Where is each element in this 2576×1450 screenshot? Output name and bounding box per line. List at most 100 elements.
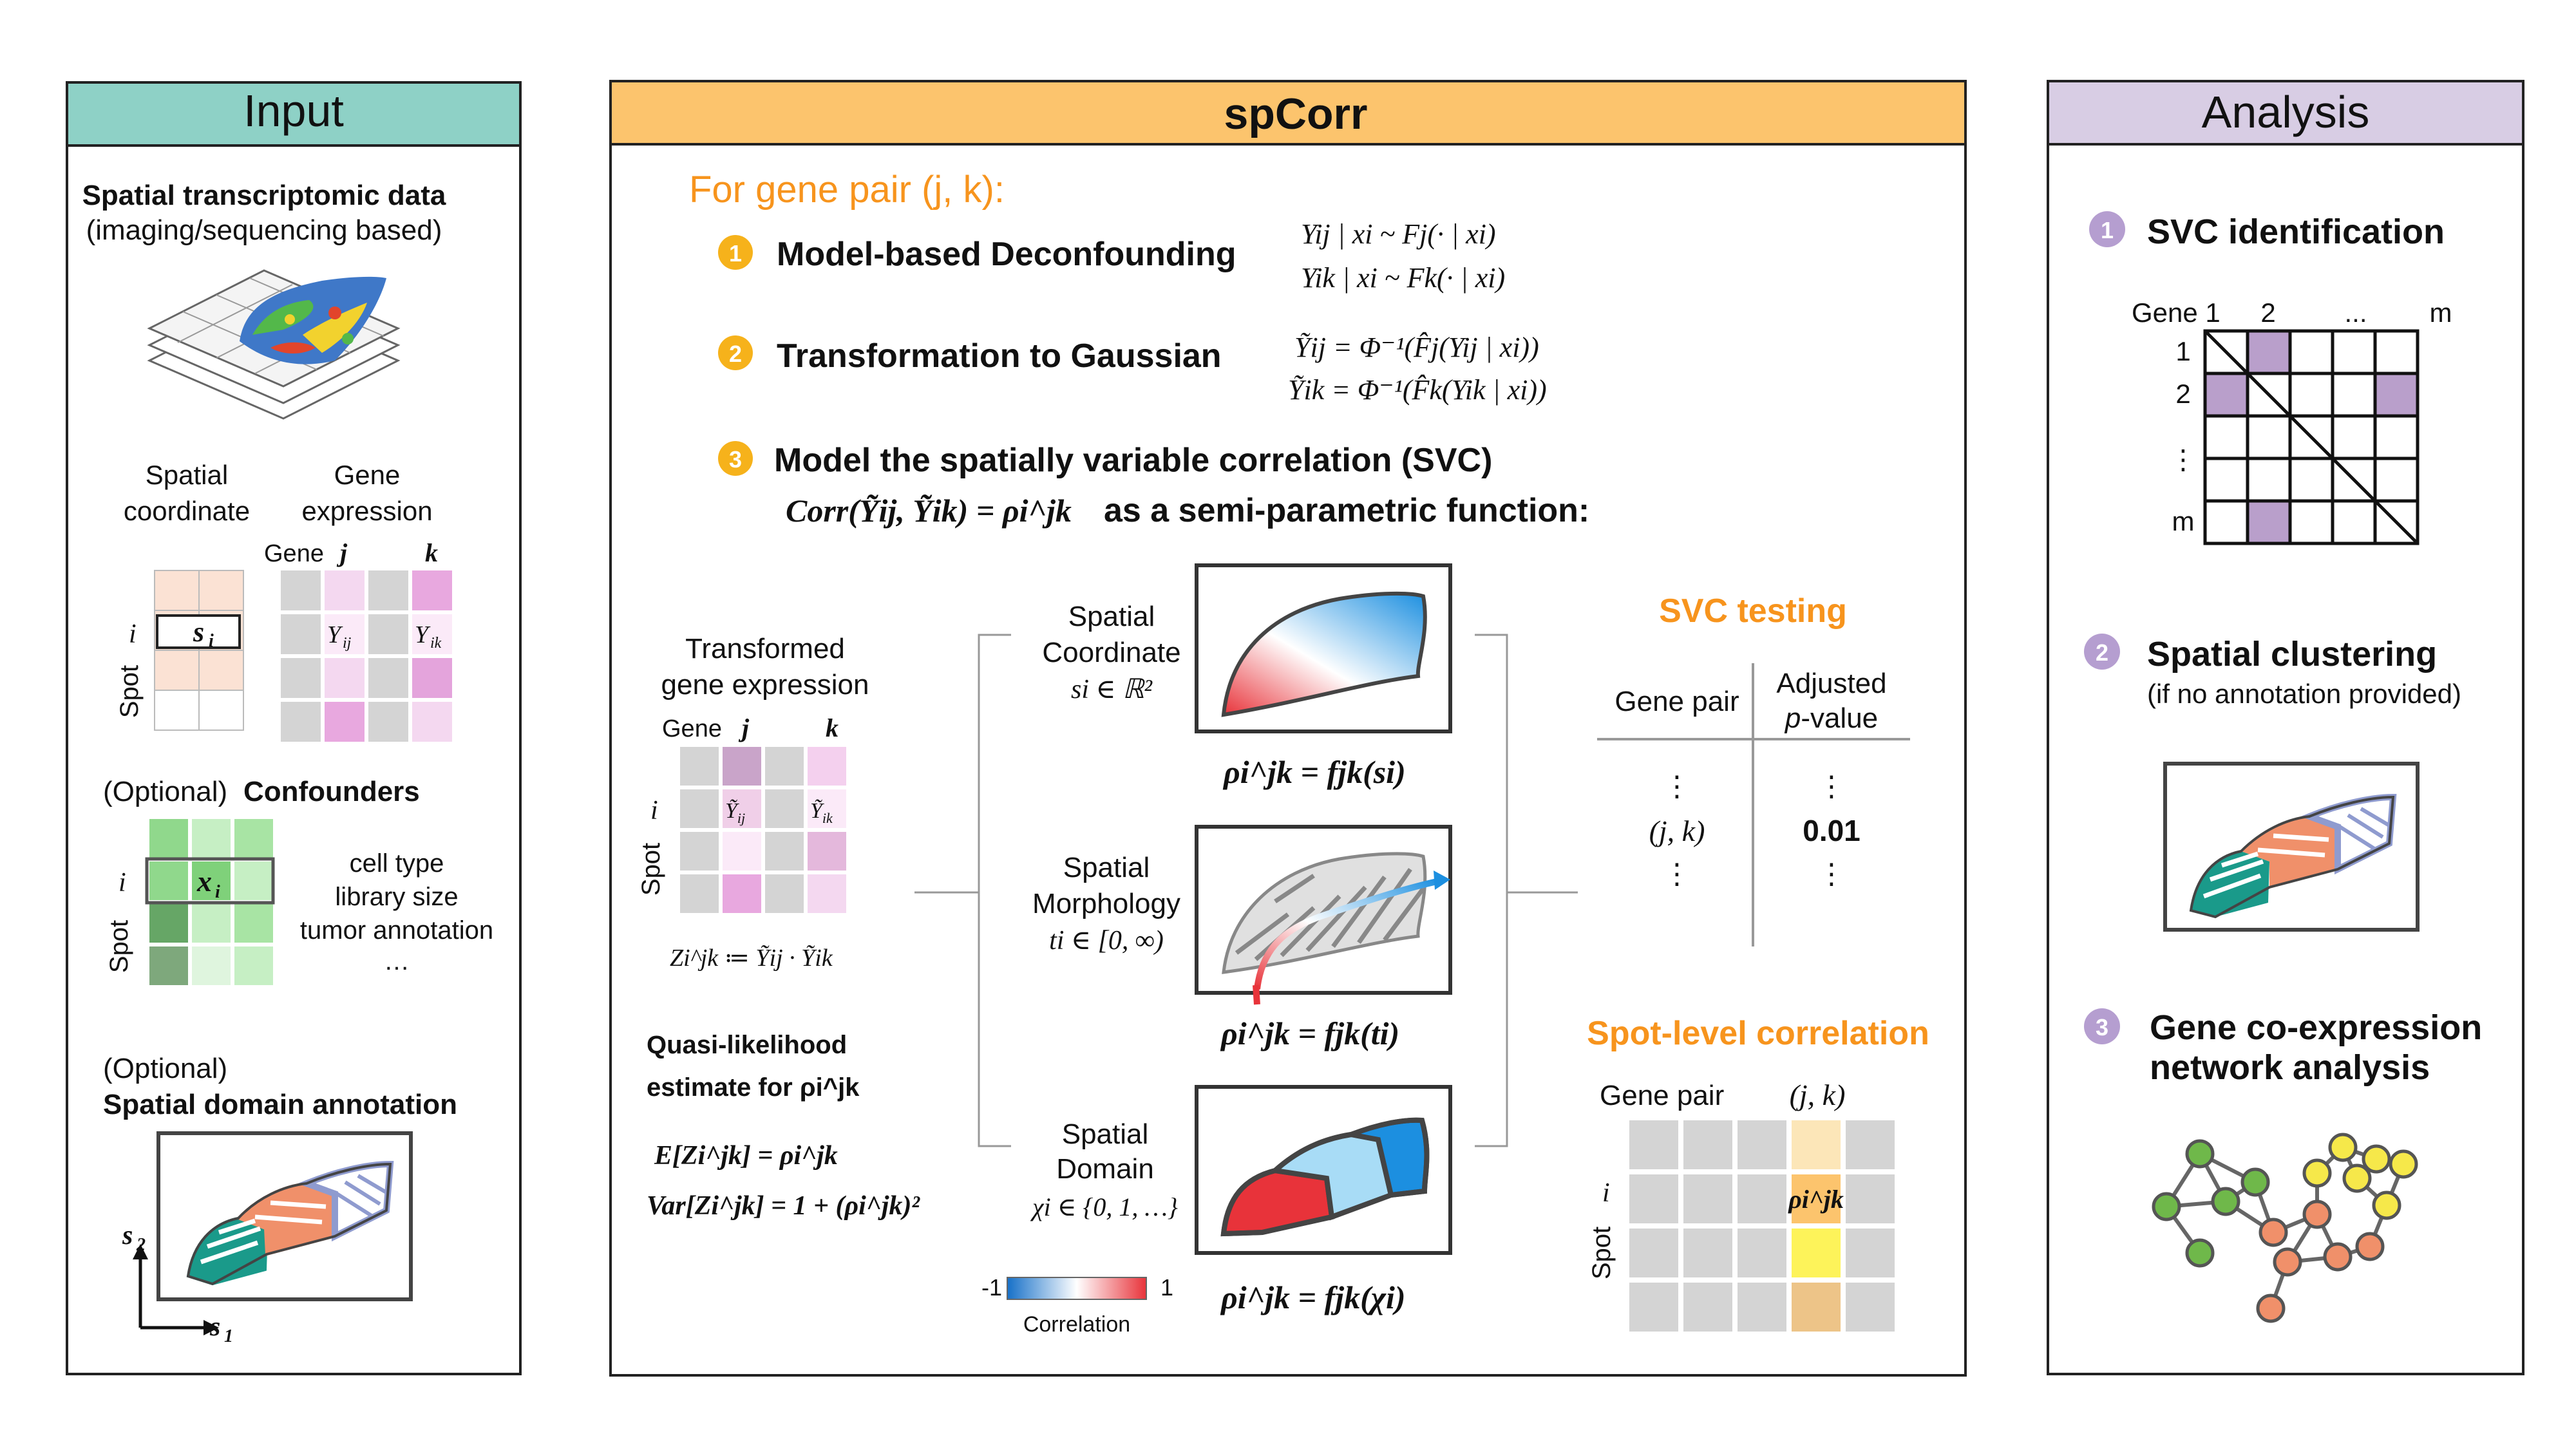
model-1-label-2: Coordinate xyxy=(1042,637,1180,668)
spot-level-title: Spot-level correlation xyxy=(1587,1015,1929,1052)
spatial-coordinate-map xyxy=(1195,563,1452,733)
confounders-optional: (Optional) xyxy=(103,776,227,807)
matrix-col-2: 2 xyxy=(2260,297,2275,328)
variance-eq: Var[Zi^jk] = 1 + (ρi^jk)² xyxy=(647,1191,920,1221)
step-2-eq-1: Ỹij = Φ⁻¹(F̂j(Yij | xi)) xyxy=(1294,332,1539,363)
confounders-title: Confounders xyxy=(243,776,420,807)
analysis-3-num: 3 xyxy=(2096,1014,2108,1040)
model-3-var: χi ∈ {0, 1, …} xyxy=(1030,1192,1178,1221)
analysis-panel-border xyxy=(2047,80,2524,1375)
spatial-coord-label-1: Spatial xyxy=(146,460,228,490)
step-1-badge xyxy=(718,235,753,270)
domain-optional: (Optional) xyxy=(103,1053,227,1084)
model-2-formula: ρi^jk = fjk(ti) xyxy=(1220,1015,1399,1051)
matrix-col-gene1: Gene 1 xyxy=(2132,297,2221,328)
step-3-badge xyxy=(718,441,753,476)
step-2-eq-2: Ỹik = Φ⁻¹(F̂k(Yik | xi)) xyxy=(1288,374,1547,406)
z-definition: Zi^jk ≔ Ỹij · Ỹik xyxy=(670,945,833,972)
stacked-slides-icon xyxy=(147,269,401,420)
step-1-num: 1 xyxy=(729,240,742,267)
conf-row-i: i xyxy=(118,868,126,898)
matrix-row-1: 1 xyxy=(2175,336,2190,366)
spot-level-spot-label: Spot xyxy=(1587,1227,1616,1279)
input-panel: Input Spatial transcriptomic data (imagi… xyxy=(66,81,522,1375)
matrix-col-m: m xyxy=(2430,297,2452,328)
spatial-domain-map xyxy=(1195,1085,1452,1255)
gene-expression-grid xyxy=(281,570,452,742)
step-1-title: Model-based Deconfounding xyxy=(777,236,1236,273)
analysis-header-bg xyxy=(2047,80,2524,146)
matrix-row-dots: ⋮ xyxy=(2170,444,2197,475)
confounder-grid xyxy=(145,819,275,985)
model-3-label-2: Domain xyxy=(1056,1153,1154,1185)
colorbar-max: 1 xyxy=(1160,1274,1173,1301)
gene-expression-label-1: Gene xyxy=(334,460,401,490)
step-3-eq: Corr(Ỹij, Ỹik) = ρi^jk xyxy=(786,493,1072,529)
model-2-label-1: Spatial xyxy=(1063,852,1150,883)
analysis-3-badge xyxy=(2084,1008,2120,1044)
model-3-label-1: Spatial xyxy=(1062,1118,1149,1150)
input-header: Input xyxy=(243,86,344,136)
quasi-label-2: estimate for ρi^jk xyxy=(647,1073,860,1102)
y-ij: Y xyxy=(327,621,343,648)
confounder-item-3: tumor annotation xyxy=(300,916,493,945)
model-1-formula: ρi^jk = fjk(si) xyxy=(1222,754,1406,790)
step-2-title: Transformation to Gaussian xyxy=(777,337,1222,375)
connector-lines xyxy=(914,634,1578,1147)
svc-col-pvalue-2: p-value xyxy=(1784,702,1878,734)
matrix-col-dots: ... xyxy=(2344,297,2367,328)
transformed-k: k xyxy=(826,713,838,742)
axis-s2: s xyxy=(122,1221,133,1250)
coexpression-network xyxy=(2152,1133,2418,1323)
analysis-3-title-2: network analysis xyxy=(2150,1048,2430,1087)
step-2-badge xyxy=(718,335,753,370)
row-i-label: i xyxy=(129,619,137,649)
analysis-header: Analysis xyxy=(2202,87,2370,137)
coordinate-grid xyxy=(154,570,244,731)
axis-s1-sub: 1 xyxy=(224,1326,233,1346)
analysis-panel: Analysis 1 SVC identification Gene 1 2 .… xyxy=(2047,80,2524,1375)
s-i: s xyxy=(193,616,204,648)
matrix-row-m: m xyxy=(2172,506,2195,536)
analysis-1-title: SVC identification xyxy=(2147,212,2445,251)
model-2-label-2: Morphology xyxy=(1032,888,1180,919)
confounder-item-2: library size xyxy=(335,883,458,911)
step-3-num: 3 xyxy=(729,446,742,473)
spot-level-rho: ρi^jk xyxy=(1788,1185,1844,1214)
transformed-y-ik: Ỹik xyxy=(810,799,833,826)
domain-annotation-image xyxy=(156,1131,413,1301)
spot-level-row-i: i xyxy=(1602,1178,1610,1208)
analysis-2-title: Spatial clustering xyxy=(2147,635,2437,673)
transformed-row-i: i xyxy=(650,796,658,825)
svc-matrix xyxy=(2203,329,2420,545)
step-1-eq-2: Yik | xi ~ Fk(· | xi) xyxy=(1301,262,1505,294)
confounder-item-1: cell type xyxy=(350,849,444,878)
step-3-title: Model the spatially variable correlation… xyxy=(774,442,1492,479)
quasi-label-1: Quasi-likelihood xyxy=(647,1031,847,1059)
conf-spot-label: Spot xyxy=(105,920,133,973)
matrix-row-2: 2 xyxy=(2175,379,2190,409)
spot-level-pair: (j, k) xyxy=(1790,1078,1846,1111)
y-ij-sub: ij xyxy=(343,635,352,652)
svc-dots-4: ⋮ xyxy=(1817,858,1846,890)
spot-level-gene-pair: Gene pair xyxy=(1600,1080,1724,1111)
confounder-item-4: … xyxy=(384,947,410,975)
model-1-var: si ∈ ℝ² xyxy=(1071,675,1153,704)
spatial-clustering-image xyxy=(2163,762,2420,932)
domain-title: Spatial domain annotation xyxy=(103,1089,457,1120)
axis-arrows xyxy=(133,1244,219,1335)
spatial-morphology-map xyxy=(1195,825,1452,1005)
spcorr-header: spCorr xyxy=(1224,89,1368,138)
svc-dots-1: ⋮ xyxy=(1663,771,1691,802)
model-3-formula: ρi^jk = fjk(χi) xyxy=(1220,1279,1406,1315)
y-ik: Y xyxy=(415,621,431,648)
transformed-grid xyxy=(680,747,846,913)
svc-col-pvalue-1: Adjusted xyxy=(1776,668,1886,699)
axis-s1: s xyxy=(209,1312,220,1342)
step-2-num: 2 xyxy=(729,341,742,367)
svc-dots-2: ⋮ xyxy=(1817,771,1846,802)
transformed-spot-label: Spot xyxy=(637,843,665,896)
model-2-var: ti ∈ [0, ∞) xyxy=(1049,926,1164,956)
svc-col-gene-pair: Gene pair xyxy=(1615,686,1739,717)
step-1-eq-1: Yij | xi ~ Fj(· | xi) xyxy=(1301,218,1496,250)
